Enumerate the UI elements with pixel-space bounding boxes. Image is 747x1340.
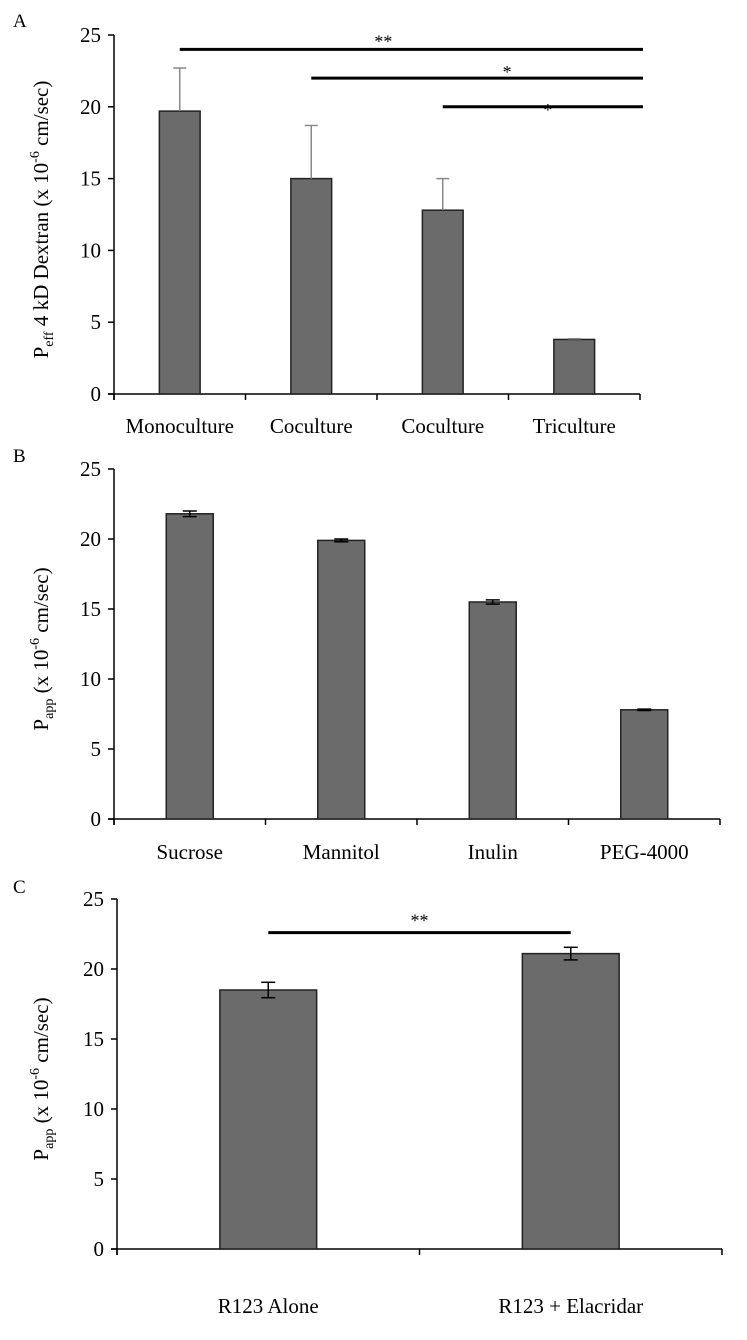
x-category-label: PEG-4000: [600, 840, 689, 864]
y-tick-label: 5: [91, 737, 102, 761]
significance-label: *: [543, 100, 552, 120]
y-axis-title: Papp (x 10-6 cm/sec): [28, 997, 57, 1160]
y-axis-title-part: cm/sec): [29, 567, 53, 638]
y-tick-label: 20: [80, 527, 101, 551]
y-axis-title-part: cm/sec): [29, 997, 53, 1068]
x-category-label: Inulin: [468, 840, 519, 864]
significance-label: *: [503, 62, 512, 82]
panel-a: A 0 5 10 15 20 25 Monoculture Coculture Coculture…: [13, 11, 643, 438]
y-axis-title-part: -6: [28, 638, 43, 650]
bar: [158, 110, 201, 395]
y-axis-title-part: P: [29, 719, 53, 731]
y-axis-title-part: 4 kD Dextran (x 10: [29, 163, 53, 332]
panel-c: C 0 5 10 15 20 25 R123 Alone R123 + Elacridar ** P…: [13, 877, 723, 1318]
x-category-label: Coculture: [270, 414, 353, 438]
y-tick-label: 20: [80, 95, 101, 119]
bar: [165, 513, 214, 820]
y-axis-title-part: app: [42, 1129, 57, 1149]
panel-letter: B: [13, 446, 26, 467]
x-category-label: Triculture: [533, 414, 616, 438]
bar: [219, 989, 318, 1250]
y-tick-label: 25: [80, 23, 101, 47]
panel-b: B 0 5 10 15 20 25 Sucrose Mannitol Inulin PEG-4000…: [13, 446, 721, 864]
y-axis-title: Papp (x 10-6 cm/sec): [28, 567, 57, 730]
x-category-label: Coculture: [401, 414, 484, 438]
bar: [290, 177, 333, 395]
y-tick-label: 10: [80, 238, 101, 262]
y-axis-title: Peff 4 kD Dextran (x 10-6 cm/sec): [28, 81, 57, 359]
y-tick-label: 15: [80, 167, 101, 191]
y-tick-label: 20: [83, 957, 104, 981]
bar: [553, 338, 596, 395]
bar: [620, 709, 669, 820]
y-axis-title-part: cm/sec): [29, 81, 53, 152]
significance-label: **: [411, 911, 429, 931]
bar: [468, 601, 517, 820]
y-tick-label: 0: [91, 807, 102, 831]
panel-letter: C: [13, 877, 26, 898]
y-axis-title-part: app: [42, 699, 57, 719]
y-tick-label: 0: [91, 382, 102, 406]
y-tick-label: 15: [80, 597, 101, 621]
y-tick-label: 25: [80, 457, 101, 481]
y-axis-title-part: eff: [42, 331, 57, 347]
x-category-label: Mannitol: [303, 840, 380, 864]
y-tick-label: 25: [83, 887, 104, 911]
y-axis-title-part: -6: [28, 1068, 43, 1080]
y-axis-title-part: P: [29, 1149, 53, 1161]
y-tick-label: 5: [91, 310, 102, 334]
y-tick-label: 15: [83, 1027, 104, 1051]
bar: [521, 952, 620, 1250]
bar: [317, 539, 366, 820]
y-axis-title-part: P: [29, 347, 53, 359]
x-category-label: R123 + Elacridar: [498, 1294, 643, 1318]
y-tick-label: 10: [80, 667, 101, 691]
significance-label: **: [374, 31, 392, 51]
y-tick-label: 10: [83, 1097, 104, 1121]
y-tick-label: 0: [94, 1237, 105, 1261]
y-axis-title-part: (x 10: [29, 650, 53, 699]
x-category-label: Monoculture: [126, 414, 234, 438]
y-tick-label: 5: [94, 1167, 105, 1191]
bar: [421, 209, 464, 395]
x-category-label: Sucrose: [157, 840, 224, 864]
x-category-label: R123 Alone: [218, 1294, 319, 1318]
panel-letter: A: [13, 11, 27, 32]
y-axis-title-part: -6: [28, 151, 43, 163]
y-axis-title-part: (x 10: [29, 1080, 53, 1129]
